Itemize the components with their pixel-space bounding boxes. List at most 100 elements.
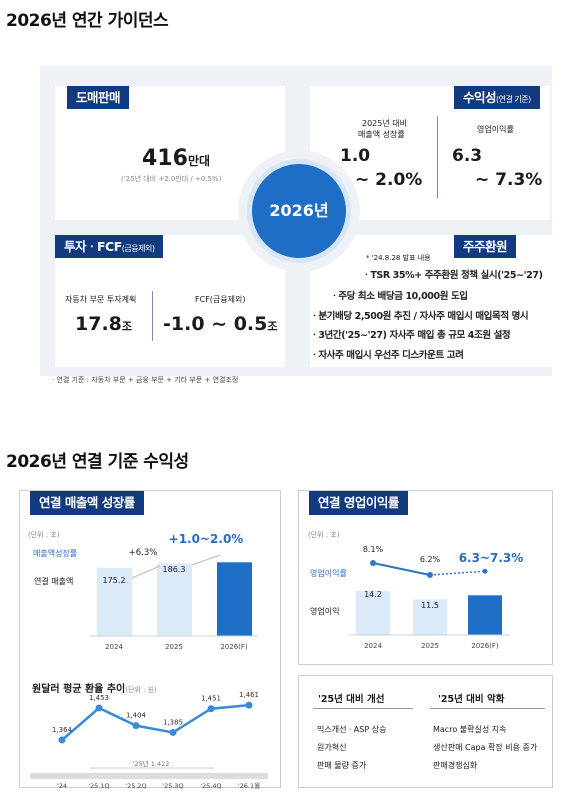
op-margin-label-2024: 8.1%: [363, 545, 384, 554]
worse-item: 판매경쟁심화: [433, 761, 478, 770]
auto-invest-unit: 조: [121, 320, 133, 333]
profitability-tag: 수익성(연결 기준): [454, 86, 540, 109]
revenue-guidance-arrow: [191, 554, 221, 566]
fcf-value-group: -1.0 ~ 0.5조: [163, 313, 277, 335]
invest-divider: [152, 291, 153, 341]
op-bar-2024: [356, 590, 390, 635]
op-rate-legend: 영업이익률: [310, 569, 347, 578]
revenue-growth-label: +6.3%: [129, 548, 158, 558]
op-margin-dot: [370, 560, 376, 566]
op-year-2026f: 2026(F): [471, 642, 499, 650]
fx-x-label: '25.3Q: [162, 782, 183, 790]
fx-x-label: '25.2Q: [125, 782, 146, 790]
revenue-growth-label-2: 매출액 성장률: [358, 130, 405, 139]
fx-unit: (단위 : 원): [125, 686, 157, 694]
op-bar-2026f: [468, 595, 502, 635]
fcf-label: FCF(금융제외): [195, 295, 246, 304]
factors-panel: [298, 675, 553, 788]
section2-title: 2026년 연결 기준 수익성: [6, 452, 189, 472]
revenue-year-2025: 2025: [165, 643, 183, 651]
wholesale-unit: 만대: [187, 154, 211, 168]
invest-tag: 투자ㆍFCF(금융제외): [55, 235, 164, 258]
shareholder-item: ㆍ3년간('25~'27) 자사주 매입 총 규모 4조원 설정: [310, 330, 511, 341]
fx-point: [207, 705, 215, 713]
auto-invest-value: 17.8: [75, 313, 122, 335]
profitability-tag-label: 수익성: [463, 90, 497, 105]
op-margin-line: [372, 562, 431, 576]
invest-tag-suffix: (금융제외): [121, 244, 155, 253]
wholesale-value: 416: [142, 146, 188, 171]
fx-point: [245, 701, 253, 709]
worse-item: 생산판매 Capa 확장 비용 증가: [433, 743, 538, 752]
improve-title: '25년 대비 개선: [318, 694, 385, 705]
shareholder-item: ㆍ분기배당 2,500원 추진 / 자사주 매입시 매입목적 명시: [310, 311, 529, 322]
revenue-panel-tag: 연결 매출액 성장률: [30, 491, 144, 515]
fx-x-label: '26.1월: [238, 781, 260, 790]
wholesale-tag: 도매판매: [67, 86, 130, 109]
op-guidance-label: 6.3~7.3%: [459, 551, 524, 565]
shareholder-tag: 주주환원: [454, 235, 517, 258]
improve-item: 원가혁신: [317, 743, 347, 752]
fx-x-label: '25.4Q: [200, 782, 221, 790]
revenue-rate-legend: 매출액성장률: [33, 549, 78, 558]
worse-item: Macro 불확실성 지속: [433, 725, 507, 734]
revenue-growth-arrow: [131, 565, 161, 579]
factors-divider-right: [430, 708, 545, 709]
revenue-year-2026f: 2026(F): [220, 643, 248, 651]
section1-title: 2026년 연간 가이던스: [6, 11, 169, 31]
fx-line: [61, 703, 250, 741]
improve-item: 판매 물량 증가: [317, 761, 367, 770]
shareholder-item: ㆍ자사주 매입시 우선주 디스카운트 고려: [310, 350, 464, 361]
worse-title: '25년 대비 악화: [438, 694, 505, 705]
invest-tag-label: 투자ㆍFCF: [64, 239, 122, 254]
fx-point-label: 1,451: [201, 695, 221, 703]
revenue-bar-2024: [97, 567, 132, 636]
revenue-bar-2025: [157, 563, 192, 636]
invest-card: 투자ㆍFCF(금융제외) 자동차 부문 투자계획 17.8조 FCF(금융제외)…: [55, 235, 285, 367]
op-margin-dot: [482, 568, 488, 574]
shareholder-note: * '24.8.28 발표 내용: [366, 254, 431, 262]
fx-x-label: '25.1Q: [88, 782, 109, 790]
op-margin-high: ~ 7.3%: [475, 170, 543, 190]
shareholder-card: 주주환원 * '24.8.28 발표 내용 ㆍTSR 35%+ 주주환원 정책 …: [310, 235, 552, 367]
op-margin-label-2025: 6.2%: [420, 555, 441, 564]
revenue-guidance-label: +1.0~2.0%: [169, 532, 244, 546]
op-panel: 연결 영업이익률: [298, 490, 553, 665]
op-legend: 영업이익: [310, 607, 340, 616]
fx-title-group: 원달러 평균 환율 추이(단위 : 원): [32, 677, 157, 696]
revenue-growth-label-1: 2025년 대비: [362, 119, 407, 128]
fcf-value: -1.0 ~ 0.5: [163, 313, 268, 335]
fx-point-label: 1,364: [52, 726, 73, 734]
fcf-unit: 조: [267, 320, 278, 333]
revenue-sales-legend: 연결 매출액: [34, 577, 74, 586]
factors-divider-left: [313, 708, 413, 709]
shareholder-item: ㆍ주당 최소 배당금 10,000원 도입: [330, 291, 468, 302]
fx-point-label: 1,453: [89, 694, 109, 702]
op-year-2025: 2025: [421, 642, 439, 650]
op-margin-dotted: [429, 570, 486, 576]
op-panel-tag: 연결 영업이익률: [309, 491, 408, 515]
revenue-bar-label-2024: 175.2: [103, 576, 126, 585]
wholesale-value-group: 416만대: [142, 146, 210, 171]
wholesale-card: 도매판매 416만대 ('25년 대비 +2.0만대 / +0.5%): [55, 86, 285, 220]
revenue-unit: (단위 : 조): [28, 531, 60, 539]
shareholder-item: ㆍTSR 35%+ 주주환원 정책 실시('25~'27): [362, 270, 543, 281]
revenue-bar-2026f: [217, 562, 252, 636]
fx-point-label: 1,385: [163, 718, 183, 726]
profitability-tag-suffix: (연결 기준): [496, 95, 531, 104]
center-year-badge: 2026년: [252, 164, 346, 258]
fx-point: [132, 722, 140, 730]
fx-x-label: '24: [57, 782, 67, 790]
fx-point: [58, 736, 66, 744]
op-margin-low: 6.3: [452, 146, 483, 166]
fx-bracket-label: '25년 1,422: [133, 759, 170, 768]
auto-invest-label: 자동차 부문 투자계획: [65, 295, 137, 304]
profitability-divider: [437, 116, 438, 198]
op-bar-label-2024: 14.2: [364, 590, 382, 599]
revenue-growth-high: ~ 2.0%: [355, 170, 423, 190]
op-margin-dot: [427, 572, 433, 578]
revenue-year-2024: 2024: [105, 643, 123, 651]
